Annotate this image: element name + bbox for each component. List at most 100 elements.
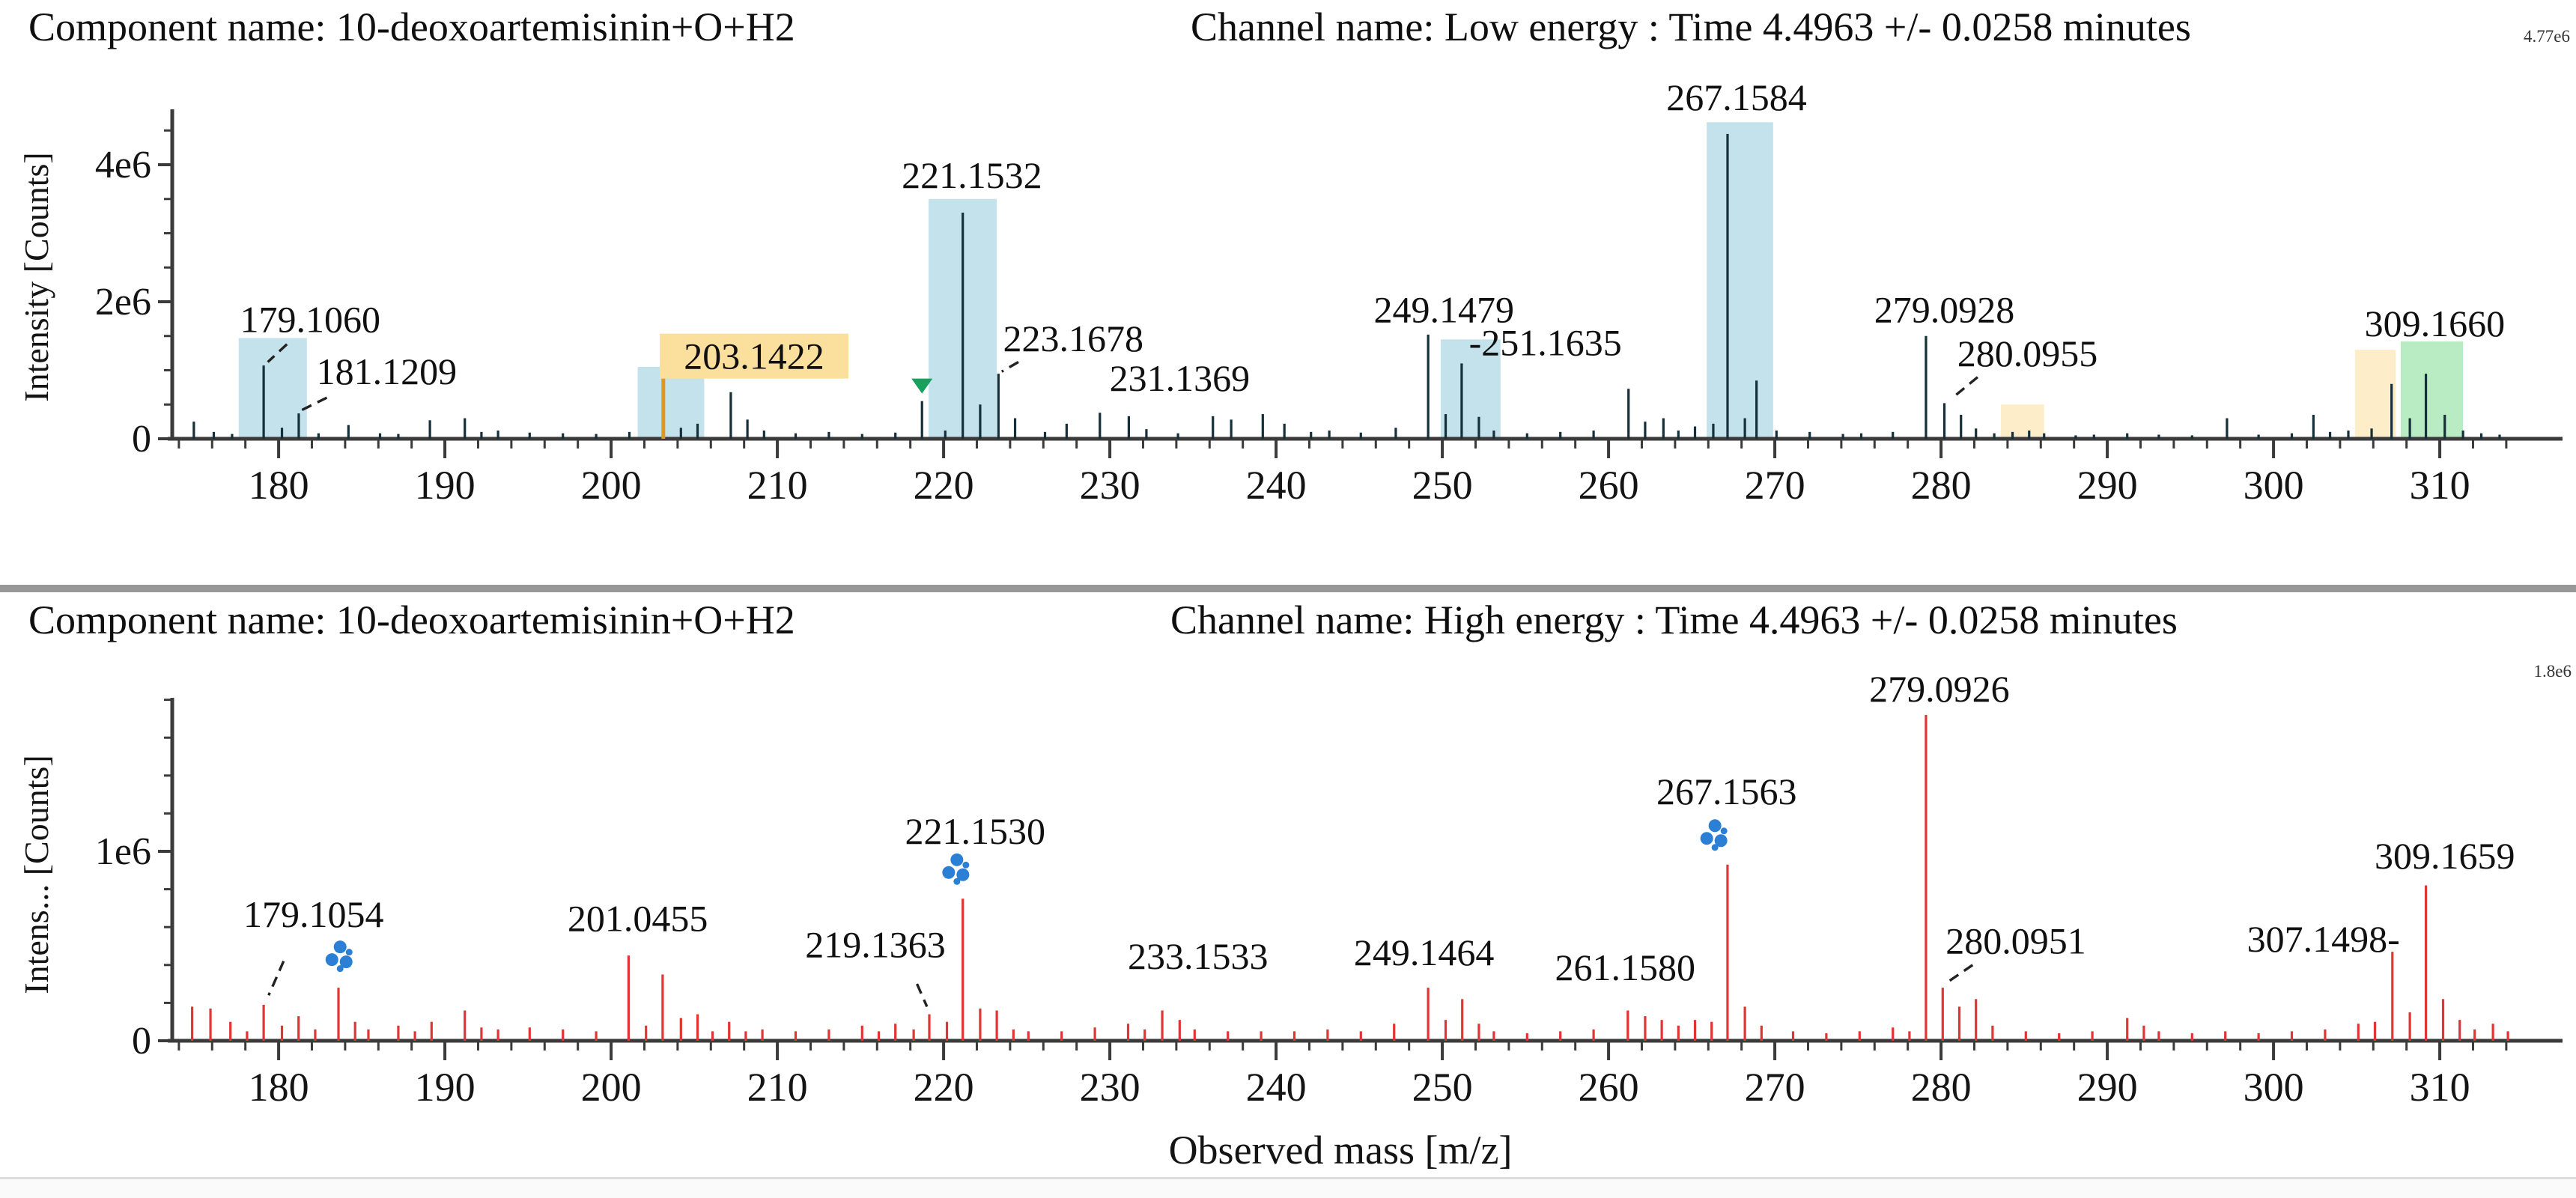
x-tick-label: 210 — [747, 1065, 808, 1110]
blue-dot-cluster-marker — [1720, 827, 1728, 835]
highlight-band — [238, 338, 307, 439]
blue-dot-cluster-marker — [339, 955, 353, 969]
y-tick-label: 2e6 — [95, 281, 151, 323]
blue-dot-cluster-marker — [333, 940, 347, 954]
channel-title-high: Channel name: High energy : Time 4.4963 … — [1170, 598, 2178, 642]
low-energy-spectrum-plot[interactable]: 180 190 200 210 220 230 240 250 260 270 280 290 300 3… — [0, 0, 2576, 592]
y-tick-label: 4e6 — [95, 144, 151, 186]
x-tick-label: 190 — [415, 1065, 476, 1110]
blue-dot-cluster-marker — [336, 965, 344, 973]
label-leader-line — [301, 396, 328, 412]
blue-dot-cluster-marker — [942, 866, 956, 879]
x-tick-label: 220 — [914, 1065, 974, 1110]
label-leader-line — [267, 961, 285, 996]
x-tick-label: 260 — [1579, 463, 1639, 508]
peak-label: 309.1660 — [2365, 302, 2506, 344]
peak-label: 307.1498- — [2247, 918, 2400, 960]
peak-label: 249.1464 — [1354, 931, 1495, 973]
label-leader-line — [1947, 964, 1974, 983]
x-tick-label: 180 — [249, 463, 309, 508]
component-title-high: Component name: 10-deoxoartemisinin+O+H2 — [28, 598, 795, 642]
peak-label: 201.0455 — [568, 897, 708, 939]
highlight-band — [2001, 404, 2044, 439]
peak-label: 267.1584 — [1666, 76, 1807, 118]
x-tick-label: 280 — [1911, 463, 1972, 508]
peak-label: 179.1054 — [243, 893, 384, 935]
peak-label: 219.1363 — [805, 924, 946, 966]
x-tick-label: 300 — [2244, 463, 2304, 508]
peak-label: 181.1209 — [317, 350, 458, 392]
x-tick-label: 220 — [914, 463, 974, 508]
peak-label: 267.1563 — [1656, 770, 1797, 812]
peak-label: 179.1060 — [240, 298, 381, 340]
x-tick-label: 270 — [1745, 463, 1805, 508]
peak-label: 309.1659 — [2375, 835, 2515, 877]
high-energy-spectrum-plot[interactable]: 180 190 200 210 220 230 240 250 260 270 280 290 300 3… — [0, 592, 2576, 1198]
x-tick-label: 200 — [581, 463, 642, 508]
blue-dot-cluster-marker — [1708, 819, 1722, 833]
channel-title-low: Channel name: Low energy : Time 4.4963 +… — [1191, 4, 2191, 49]
x-tick-label: 310 — [2410, 1065, 2470, 1110]
highlight-band — [1440, 339, 1501, 439]
peak-label: 233.1533 — [1128, 935, 1269, 977]
x-tick-label: 190 — [415, 463, 476, 508]
blue-dot-cluster-marker — [345, 949, 353, 956]
x-tick-label: 310 — [2410, 463, 2470, 508]
blue-dot-cluster-marker — [953, 878, 961, 885]
peak-label: 280.0951 — [1945, 920, 2086, 962]
highlight-band — [1707, 122, 1773, 439]
blue-dot-cluster-marker — [1714, 834, 1728, 848]
x-tick-label: 270 — [1745, 1065, 1805, 1110]
x-tick-label: 290 — [2077, 1065, 2138, 1110]
max-intensity-annotation-high: 1.8e6 — [2533, 662, 2572, 681]
green-triangle-marker — [911, 378, 933, 394]
peak-label: 223.1678 — [1003, 317, 1143, 359]
x-axis-label: Observed mass [m/z] — [1168, 1128, 1513, 1173]
label-leader-line — [1950, 376, 1979, 401]
x-tick-label: 280 — [1911, 1065, 1972, 1110]
x-tick-label: 250 — [1412, 463, 1473, 508]
x-tick-label: 290 — [2077, 463, 2138, 508]
x-tick-label: 240 — [1246, 1065, 1307, 1110]
x-tick-label: 260 — [1579, 1065, 1639, 1110]
max-intensity-annotation-low: 4.77e6 — [2524, 27, 2570, 46]
peak-label: 279.0926 — [1869, 668, 2010, 710]
x-tick-label: 240 — [1246, 463, 1307, 508]
blue-dot-cluster-marker — [1700, 832, 1713, 845]
peak-label: 231.1369 — [1110, 357, 1251, 399]
highlight-band — [637, 366, 705, 439]
highlight-band — [2354, 350, 2396, 439]
x-tick-label: 230 — [1080, 1065, 1140, 1110]
peak-label: 249.1479 — [1374, 288, 1515, 330]
peak-label: 261.1580 — [1555, 946, 1696, 988]
bottom-divider-line — [0, 1177, 2576, 1179]
y-tick-label: 1e6 — [95, 830, 151, 873]
y-axis-label-low: Intensity [Counts] — [17, 152, 55, 402]
label-leader-line — [916, 983, 929, 1008]
component-title-low: Component name: 10-deoxoartemisinin+O+H2 — [28, 4, 795, 49]
blue-dot-cluster-marker — [1711, 844, 1719, 851]
peak-label: 203.1422 — [684, 335, 824, 377]
y-axis-label-high: Intens... [Counts] — [17, 755, 55, 994]
x-tick-label: 230 — [1080, 463, 1140, 508]
peak-label: -251.1635 — [1469, 321, 1622, 363]
highlight-band — [2400, 341, 2464, 439]
y-tick-label: 0 — [132, 1020, 151, 1062]
blue-dot-cluster-marker — [956, 868, 970, 881]
peak-label: 221.1530 — [905, 810, 1046, 852]
bottom-strip — [0, 1179, 2576, 1198]
x-tick-label: 250 — [1412, 1065, 1473, 1110]
label-leader-line — [267, 343, 288, 363]
peak-label: 221.1532 — [902, 154, 1042, 196]
x-tick-label: 180 — [249, 1065, 309, 1110]
x-tick-label: 210 — [747, 463, 808, 508]
peak-label: 280.0955 — [1957, 332, 2098, 374]
highlighted-label-box[interactable] — [660, 333, 848, 379]
peak-label: 279.0928 — [1874, 288, 2015, 330]
y-tick-label: 0 — [132, 418, 151, 460]
x-tick-label: 200 — [581, 1065, 642, 1110]
panel-divider — [0, 585, 2576, 592]
blue-dot-cluster-marker — [950, 853, 964, 866]
blue-dot-cluster-marker — [325, 953, 338, 967]
